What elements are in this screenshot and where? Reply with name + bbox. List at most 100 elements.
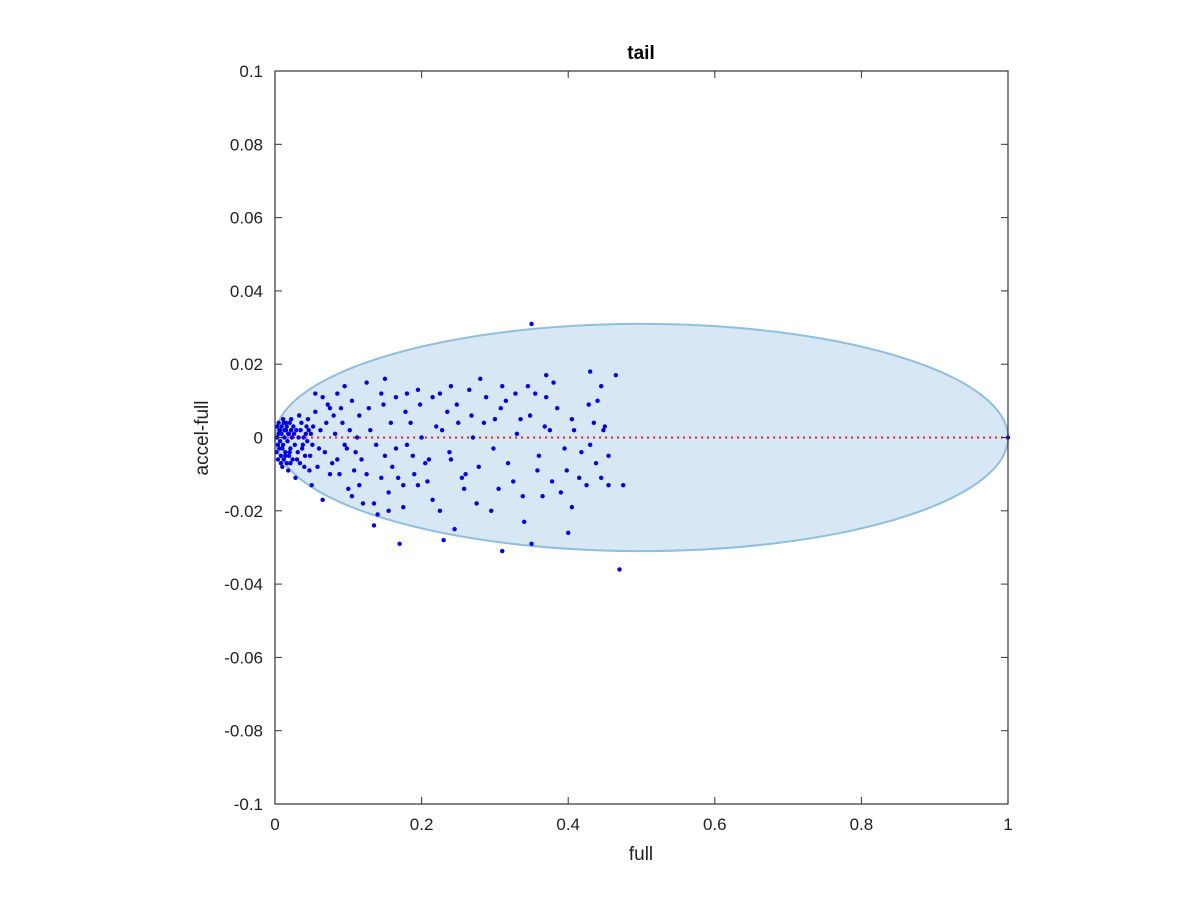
data-point xyxy=(288,446,293,451)
data-point xyxy=(284,424,289,429)
x-tick-label: 0.2 xyxy=(410,815,434,834)
data-point xyxy=(283,449,288,455)
data-point xyxy=(357,482,362,488)
data-point xyxy=(529,321,534,327)
data-point xyxy=(285,431,291,437)
data-point xyxy=(332,431,338,437)
data-point xyxy=(351,468,357,473)
data-point xyxy=(576,475,582,481)
data-point xyxy=(287,449,292,455)
data-point xyxy=(313,409,318,415)
data-point xyxy=(584,482,589,488)
data-point xyxy=(566,530,571,535)
x-tick-label: 0.6 xyxy=(703,815,727,834)
data-point xyxy=(447,449,452,455)
data-point xyxy=(474,501,479,506)
y-tick-label: 0 xyxy=(254,429,263,448)
data-point xyxy=(558,490,564,495)
data-point xyxy=(285,438,290,444)
data-point xyxy=(454,402,459,407)
y-tick-label: 0.1 xyxy=(239,62,263,81)
data-point xyxy=(337,471,342,477)
data-point xyxy=(601,427,606,433)
data-point xyxy=(511,479,516,484)
data-point xyxy=(277,438,283,444)
data-point xyxy=(388,420,394,426)
data-point xyxy=(342,442,347,448)
data-point xyxy=(430,394,435,400)
data-point xyxy=(288,416,294,422)
data-point xyxy=(299,420,304,426)
data-point xyxy=(586,402,591,407)
data-point xyxy=(441,537,446,543)
data-point xyxy=(544,372,549,378)
data-point xyxy=(284,460,289,466)
data-point xyxy=(320,497,325,503)
data-point xyxy=(386,508,391,513)
data-point xyxy=(349,493,355,499)
data-point xyxy=(297,460,303,466)
data-point xyxy=(426,457,432,462)
data-point xyxy=(278,453,284,459)
data-point xyxy=(291,431,297,437)
data-point xyxy=(529,541,534,546)
data-point xyxy=(280,464,285,470)
data-point xyxy=(483,394,489,400)
data-point xyxy=(620,482,626,488)
data-point xyxy=(282,427,287,433)
data-point xyxy=(520,493,525,499)
data-point xyxy=(347,427,352,433)
data-point xyxy=(513,391,518,396)
data-point xyxy=(283,453,288,459)
data-point xyxy=(287,420,292,426)
data-point xyxy=(540,493,545,499)
data-point xyxy=(275,442,281,448)
data-point xyxy=(415,482,421,488)
data-point xyxy=(395,475,401,481)
data-point xyxy=(456,420,461,426)
data-point xyxy=(467,387,472,393)
data-point xyxy=(434,424,439,429)
data-point xyxy=(410,453,416,459)
data-point xyxy=(306,427,311,433)
data-point xyxy=(307,468,312,473)
y-tick-label: -0.08 xyxy=(224,722,263,741)
chart-title: tail xyxy=(627,43,654,64)
data-point xyxy=(349,398,355,404)
data-point xyxy=(408,420,413,426)
data-point xyxy=(315,464,320,470)
data-point xyxy=(357,413,362,418)
data-point xyxy=(320,394,325,400)
data-point xyxy=(375,512,380,517)
data-point xyxy=(364,471,369,477)
data-point xyxy=(533,391,538,396)
x-tick-label: 0.8 xyxy=(850,815,874,834)
data-point xyxy=(527,413,533,418)
data-point xyxy=(518,416,523,422)
data-point xyxy=(354,435,360,440)
data-point xyxy=(404,391,410,396)
data-point xyxy=(281,457,286,462)
data-point xyxy=(555,405,560,411)
data-point xyxy=(598,383,604,389)
data-point xyxy=(296,413,302,418)
data-point xyxy=(437,391,443,396)
data-point xyxy=(327,405,333,411)
data-point xyxy=(448,383,454,389)
data-point xyxy=(564,468,569,473)
data-point xyxy=(613,372,619,378)
y-axis-label: accel-full xyxy=(192,401,213,476)
data-point xyxy=(503,398,509,404)
data-point xyxy=(302,464,307,470)
data-point xyxy=(338,405,344,411)
data-point xyxy=(423,460,428,466)
data-point xyxy=(415,387,421,393)
data-point xyxy=(360,501,366,506)
data-point xyxy=(302,453,308,459)
data-point xyxy=(463,471,468,477)
data-point xyxy=(340,420,345,426)
data-point xyxy=(525,383,531,389)
data-point xyxy=(382,376,388,382)
data-point xyxy=(412,471,417,477)
